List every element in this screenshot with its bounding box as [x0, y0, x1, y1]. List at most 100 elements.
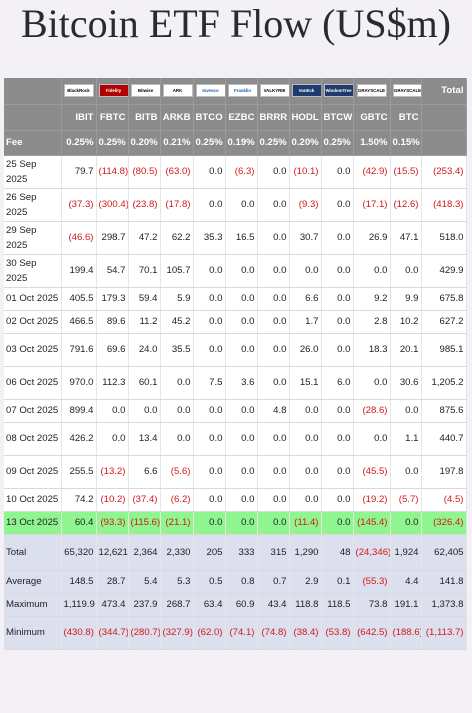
date-cell: 09 Oct 2025 [4, 455, 62, 489]
flow-cell: 0.0 [257, 287, 290, 311]
fidelity-logo: Fidelity [98, 84, 127, 98]
flow-cell: 3.6 [225, 366, 258, 400]
flow-cell: 255.5 [61, 455, 97, 489]
fee-cell: 0.25% [96, 130, 129, 156]
flow-cell: (63.0) [160, 155, 194, 189]
grayscale-mini-logo: GRAYSCALE [392, 84, 420, 98]
logo-cell: VALKYRIE [257, 78, 290, 105]
flow-cell: (430.8) [61, 616, 97, 650]
flow-cell: 5.9 [160, 287, 194, 311]
date-cell: 13 Oct 2025 [4, 511, 62, 535]
fee-label: Fee [4, 130, 62, 156]
flow-cell: 118.8 [289, 593, 322, 617]
date-cell: 03 Oct 2025 [4, 333, 62, 367]
valkyrie-logo: VALKYRIE [259, 84, 288, 98]
flow-cell: 0.0 [321, 455, 354, 489]
flow-cell: 0.0 [193, 287, 226, 311]
flow-cell: 268.7 [160, 593, 194, 617]
flow-cell: 0.1 [321, 570, 354, 594]
fee-cell: 0.21% [160, 130, 194, 156]
fee-cell: 0.25% [61, 130, 97, 156]
flow-cell: 518.0 [421, 221, 467, 255]
flow-cell: 63.4 [193, 593, 226, 617]
date-cell: 08 Oct 2025 [4, 422, 62, 456]
date-cell: 02 Oct 2025 [4, 310, 62, 334]
date-cell: 29 Sep 2025 [4, 221, 62, 255]
bitwise-logo: Bitwise [130, 84, 159, 98]
flow-cell: 0.0 [128, 399, 161, 423]
flow-cell: 0.0 [390, 399, 422, 423]
flow-cell: (253.4) [421, 155, 467, 189]
flow-cell: 333 [225, 534, 258, 571]
flow-cell: 0.0 [225, 333, 258, 367]
flow-cell: (5.6) [160, 455, 194, 489]
flow-cell: 0.0 [225, 511, 258, 535]
logo-cell: Franklin [225, 78, 258, 105]
flow-cell: 70.1 [128, 254, 161, 288]
grayscale-logo: GRAYSCALE [356, 84, 387, 98]
blackrock-logo: BlackRock [63, 84, 94, 98]
flow-cell: 205 [193, 534, 226, 571]
total-header: Total [421, 78, 467, 105]
corner-cell [4, 104, 62, 131]
flow-cell: 0.0 [257, 254, 290, 288]
flow-cell: 405.5 [61, 287, 97, 311]
flow-cell: (114.8) [96, 155, 129, 189]
flow-cell: 237.9 [128, 593, 161, 617]
flow-cell: (37.3) [61, 188, 97, 222]
flow-cell: (642.5) [353, 616, 391, 650]
flow-cell: 197.8 [421, 455, 467, 489]
flow-cell: 473.4 [96, 593, 129, 617]
flow-cell: 74.2 [61, 488, 97, 512]
flow-cell: 179.3 [96, 287, 129, 311]
flow-cell: 148.5 [61, 570, 97, 594]
flow-cell: 298.7 [96, 221, 129, 255]
flow-cell: 0.0 [193, 254, 226, 288]
flow-cell: 15.1 [289, 366, 322, 400]
table-row: 13 Oct 2025 60.4 (93.3) (115.6) (21.1) 0.0 0.0… [4, 511, 467, 535]
table-row: 26 Sep 2025 (37.3) (300.4) (23.8) (17.8) 0.0 0… [4, 188, 467, 222]
flow-cell: (55.3) [353, 570, 391, 594]
flow-cell: 0.0 [96, 422, 129, 456]
flow-cell: (74.8) [257, 616, 290, 650]
ticker-ezbc: EZBC [225, 104, 258, 131]
flow-cell: 26.0 [289, 333, 322, 367]
flow-cell: 0.5 [193, 570, 226, 594]
table-row: 06 Oct 2025 970.0 112.3 60.1 0.0 7.5 3.6 0.0 15.… [4, 366, 467, 400]
flow-cell: 30.7 [289, 221, 322, 255]
flow-cell: 62,405 [421, 534, 467, 571]
flow-cell: 627.2 [421, 310, 467, 334]
fee-cell: 0.25% [321, 130, 354, 156]
flow-cell: 0.0 [225, 310, 258, 334]
fee-total-blank [421, 130, 467, 156]
flow-cell: (9.3) [289, 188, 322, 222]
flow-cell: 440.7 [421, 422, 467, 456]
flow-cell: 0.0 [96, 399, 129, 423]
flow-cell: 60.1 [128, 366, 161, 400]
flow-cell: 69.6 [96, 333, 129, 367]
flow-cell: 0.0 [390, 254, 422, 288]
flow-cell: (19.2) [353, 488, 391, 512]
flow-cell: (11.4) [289, 511, 322, 535]
flow-cell: (53.8) [321, 616, 354, 650]
flow-cell: 791.6 [61, 333, 97, 367]
logo-cell: Invesco [193, 78, 226, 105]
flow-cell: 0.0 [321, 422, 354, 456]
date-cell: 07 Oct 2025 [4, 399, 62, 423]
table-row: 10 Oct 2025 74.2 (10.2) (37.4) (6.2) 0.0 0.0 0.… [4, 488, 467, 512]
flow-cell: 0.0 [289, 422, 322, 456]
ticker-arkb: ARKB [160, 104, 194, 131]
flow-cell: 112.3 [96, 366, 129, 400]
flow-cell: 0.0 [289, 455, 322, 489]
flow-cell: (418.3) [421, 188, 467, 222]
flow-cell: (115.6) [128, 511, 161, 535]
flow-cell: 47.2 [128, 221, 161, 255]
flow-cell: 0.0 [257, 455, 290, 489]
flow-cell: 6.6 [128, 455, 161, 489]
flow-cell: (300.4) [96, 188, 129, 222]
flow-cell: 0.0 [353, 366, 391, 400]
flow-cell: 65,320 [61, 534, 97, 571]
flow-cell: (17.8) [160, 188, 194, 222]
flow-cell: 0.0 [160, 422, 194, 456]
flow-cell: 2,330 [160, 534, 194, 571]
